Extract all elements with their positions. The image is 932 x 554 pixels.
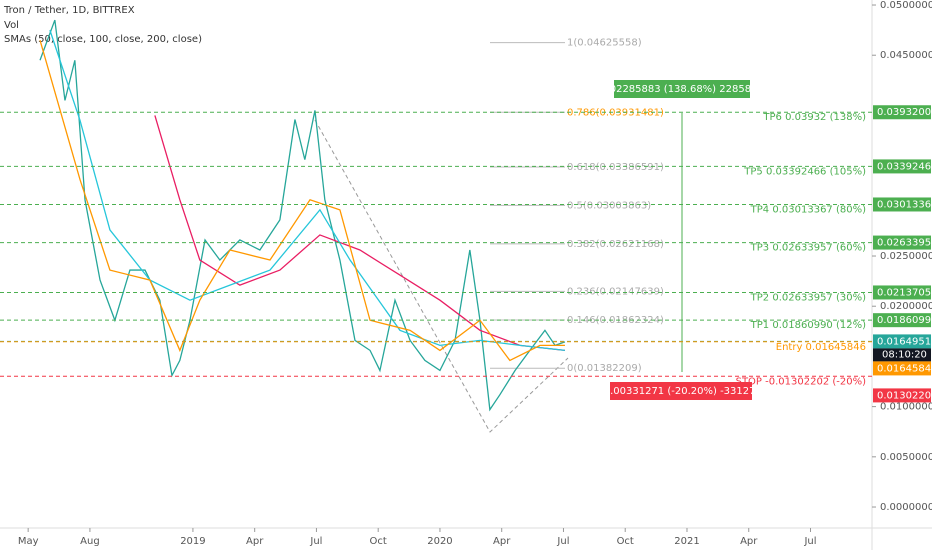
x-tick-label: Apr — [493, 536, 511, 547]
countdown: 08:10:20 — [882, 349, 927, 360]
countdown-box — [873, 348, 931, 362]
pattern-drawing — [314, 119, 569, 433]
price-box-label: 0.01645846 — [877, 363, 932, 374]
price-box — [873, 197, 931, 212]
price-box-label: 0.03013367 — [877, 199, 932, 210]
x-tick-label: 2021 — [674, 536, 699, 547]
level-label: STOP -0.01302202 (-20%) — [736, 376, 866, 387]
x-tick-label: 2019 — [180, 536, 205, 547]
price-box-label: 0.01302202 — [877, 390, 932, 401]
x-tick-label: Jul — [803, 536, 816, 547]
price-box-label: 0.02137050 — [877, 287, 932, 298]
fib-label: 0.786(0.03931481) — [567, 107, 664, 118]
measure-box — [610, 382, 752, 400]
series-line — [39, 39, 565, 362]
fib-label: 0(0.01382209) — [567, 363, 642, 374]
series-line — [39, 19, 566, 412]
level-label: Entry 0.01645846 — [776, 342, 866, 353]
chart-title: Tron / Tether, 1D, BITTREX — [3, 5, 135, 16]
level-label: TP3 0.02633957 (60%) — [750, 243, 866, 254]
measure-text: 0.02285883 (138.68%) 2285883 — [600, 84, 764, 95]
price-box — [873, 235, 931, 250]
fib-label: 1(0.04625558) — [567, 38, 642, 49]
fib-label: 0.618(0.03386591) — [567, 162, 664, 173]
x-tick-label: Jul — [309, 536, 322, 547]
price-box-label: 0.01860990 — [877, 315, 932, 326]
level-label: TP4 0.03013367 (80%) — [750, 204, 866, 215]
indicator-label: SMAs (50, close, 100, close, 200, close) — [4, 34, 202, 45]
x-tick-label: Jul — [556, 536, 569, 547]
x-tick-label: Oct — [370, 536, 387, 547]
chart-subtitle: Vol — [4, 20, 19, 31]
level-label: TP6 0.03932 (138%) — [762, 112, 866, 123]
price-box-label: 0.03932000 — [877, 107, 932, 118]
fib-label: 0.146(0.01862324) — [567, 315, 664, 326]
price-box — [873, 313, 931, 328]
level-label: TP2 0.02633957 (30%) — [750, 292, 866, 303]
series-line — [154, 115, 566, 352]
level-label: TP1 0.01860990 (12%) — [750, 320, 866, 331]
price-box-label: 0.01649517 — [877, 336, 932, 347]
level-label: TP5 0.03392466 (105%) — [743, 166, 866, 177]
price-box — [873, 105, 931, 120]
fib-label: 0.382(0.02621168) — [567, 239, 664, 250]
x-tick-label: Aug — [80, 536, 100, 547]
x-tick-label: Oct — [617, 536, 634, 547]
price-box-label: 0.02633957 — [877, 238, 932, 249]
series-line — [49, 29, 566, 352]
price-box — [873, 159, 931, 174]
price-box — [873, 285, 931, 300]
x-tick-label: Apr — [740, 536, 758, 547]
price-box — [873, 361, 931, 376]
measure-text: -0.00331271 (-20.20%) -331271 — [600, 386, 762, 397]
x-tick-label: May — [18, 536, 39, 547]
measure-box — [614, 80, 750, 98]
fib-label: 0.5(0.03003863) — [567, 200, 651, 211]
x-tick-label: 2020 — [427, 536, 452, 547]
fib-label: 0.236(0.02147639) — [567, 286, 664, 297]
price-box-label: 0.03392466 — [877, 161, 932, 172]
x-tick-label: Apr — [246, 536, 264, 547]
y-tick-label: 0.00000000 — [880, 502, 932, 513]
price-box — [873, 388, 931, 403]
price-box — [873, 334, 931, 349]
